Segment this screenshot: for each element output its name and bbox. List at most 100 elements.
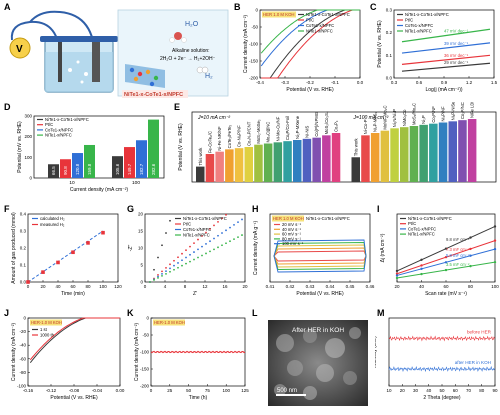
- cdl-point: [395, 272, 399, 275]
- y-tick-label: 0: [255, 8, 258, 13]
- impedance-point: [217, 246, 219, 249]
- calculated-line: [27, 230, 104, 283]
- voltmeter-icon: [9, 37, 31, 59]
- x-axis-label: Time (min): [61, 291, 85, 297]
- legend-entry: NiTe1-x/NPFC: [408, 232, 435, 237]
- bar: [136, 140, 147, 178]
- x-axis-label: Potential (V vs. RHE): [286, 87, 334, 93]
- x-tick-label: 100: [132, 180, 140, 186]
- lsv-curve: [29, 317, 120, 361]
- bar: [254, 144, 263, 182]
- cdl-point: [444, 268, 448, 272]
- impedance-point: [209, 240, 211, 243]
- chart-k: 0 25 50 75 100 125 0 -50 -100 -150 -200 Time (h) Cur…: [134, 316, 249, 402]
- sem-caption: After HER in KOH: [292, 327, 344, 334]
- legend-entry: NiTe1-x-CoTe1-x/NPFC: [405, 12, 449, 17]
- y-axis-label: Δj (mA cm⁻²): [380, 233, 386, 262]
- x-tick-label: -0.08: [69, 388, 80, 393]
- bar-name-label: Co₂P₃: [334, 120, 339, 132]
- bar-name-label: MoNiF-Mo₂C: [382, 105, 387, 129]
- x-axis-label: Current density (mA cm⁻²): [70, 187, 129, 193]
- y-tick-label: -200: [249, 76, 259, 81]
- panel-g: G 0 4 8 12 16 20 0 5 10 15 20 Z' -Z'' NiTe1-x-CoTe1-x…: [125, 204, 250, 306]
- bar: [112, 156, 123, 178]
- chart-c: 0.3 0.6 0.9 1.2 1.5 0.0 0.1 0.2 0.3 Log(j (mA cm⁻…: [377, 8, 498, 94]
- y-axis-label: Amount of gas produced (mmol): [11, 212, 17, 284]
- bar-value-label: 159.8: [87, 163, 92, 175]
- x-tick-label: 8: [184, 284, 187, 289]
- impedance-point: [157, 274, 159, 276]
- impedance-point: [237, 236, 239, 239]
- panel-a-label: A: [4, 2, 11, 12]
- panel-d-label: D: [4, 102, 11, 112]
- bar-name-label: This work: [198, 147, 203, 166]
- impedance-point: [173, 264, 175, 267]
- y-tick-label: 20: [138, 212, 144, 217]
- bar: [244, 147, 253, 182]
- legend-entry: NiTe1-x/NPFC: [183, 233, 210, 238]
- y-tick-label: 0.1: [20, 263, 27, 268]
- y-tick-label: -200: [140, 384, 150, 389]
- chart-e: Potential (V vs. RHE) J=10 mA cm⁻² This wo…: [178, 99, 497, 183]
- impedance-point: [217, 220, 219, 223]
- panel-h: H 0.41 0.42 0.43 0.44 0.45 0.46 Potential (V v…: [250, 204, 375, 306]
- x-tick-label: 60: [70, 284, 76, 289]
- impedance-point: [209, 250, 211, 253]
- bar: [400, 127, 409, 182]
- impedance-point: [189, 260, 191, 263]
- bar: [419, 124, 428, 182]
- bar: [60, 159, 71, 178]
- x-tick-label: 100: [222, 388, 230, 393]
- x-tick-label: 40: [419, 284, 425, 289]
- plot-frame: [33, 115, 165, 179]
- panel-a-schematic: V H₂O Alkaline solution: 2H₂O + 2e⁻ → H₂…: [9, 9, 229, 98]
- x-tick-label: 10: [69, 180, 75, 186]
- bar: [148, 119, 159, 178]
- panel-l-label: L: [252, 308, 258, 318]
- impedance-point: [185, 249, 187, 252]
- panel-f: F 0 20 40 60 80 100 120 0.0 0.1 0.2 0.3 0.4 Time (mi…: [0, 204, 125, 306]
- bar: [438, 122, 448, 182]
- impedance-point: [241, 234, 243, 236]
- x-tick-label: 90: [492, 388, 498, 393]
- x-tick-label: 40: [426, 388, 432, 393]
- impedance-point: [165, 232, 167, 234]
- y-tick-label: -20: [19, 329, 26, 334]
- bar: [312, 137, 321, 182]
- chart-j: -0.16 -0.12 -0.08 -0.04 0.00 0 -20 -40 -60 -80 -10…: [11, 316, 125, 402]
- cdl-point: [420, 264, 423, 267]
- x-tick-label: 0.00: [116, 388, 125, 393]
- y-tick-label: 100: [24, 155, 32, 160]
- panel-a: A V H₂O Alkaline solution: 2H₂O + 2e⁻ → …: [0, 0, 230, 100]
- tafel-line: [401, 28, 491, 43]
- bar-name-label: CoₓP/Co-Foil: [285, 116, 290, 140]
- panel-j: J -0.16 -0.12 -0.08 -0.04 0.00 0 -20 -40 -60 -80-…: [0, 308, 125, 410]
- legend-entry: 1000 th: [40, 333, 55, 338]
- bar: [234, 148, 244, 182]
- impedance-point: [225, 229, 227, 232]
- panel-k-label: K: [127, 308, 134, 318]
- panel-i-label: I: [377, 204, 380, 214]
- bar-name-label: This work: [353, 137, 358, 156]
- legend-entry: Pt/C: [45, 122, 53, 127]
- x-tick-label: 0.44: [326, 284, 335, 289]
- bar: [283, 141, 292, 182]
- chart-b: -0.4 -0.3 -0.2 -0.1 0.0 0 -50 -100 -150 -200 Poten…: [243, 8, 364, 94]
- bar: [429, 123, 438, 182]
- bar: [390, 128, 399, 182]
- legend-entry: Pt/C: [408, 221, 416, 226]
- cdl-point: [420, 272, 423, 276]
- x-axis-label: Potential (V vs. RHE): [50, 395, 98, 401]
- x-tick-label: 0.45: [346, 284, 355, 289]
- y-tick-label: 0.3: [386, 8, 393, 13]
- y-tick-label: -100: [249, 42, 259, 47]
- x-tick-label: 0: [27, 284, 30, 289]
- legend-entry: CoTe1-x/NPFC: [408, 226, 436, 231]
- bar: [380, 130, 390, 182]
- impedance-point: [193, 258, 195, 261]
- x-tick-label: 125: [241, 388, 249, 393]
- impedance-point: [161, 270, 163, 273]
- annotation-text: HER-1.0 M KOH: [31, 320, 62, 325]
- bar-value-label: 282.6: [151, 163, 156, 175]
- x-tick-label: -0.12: [46, 388, 57, 393]
